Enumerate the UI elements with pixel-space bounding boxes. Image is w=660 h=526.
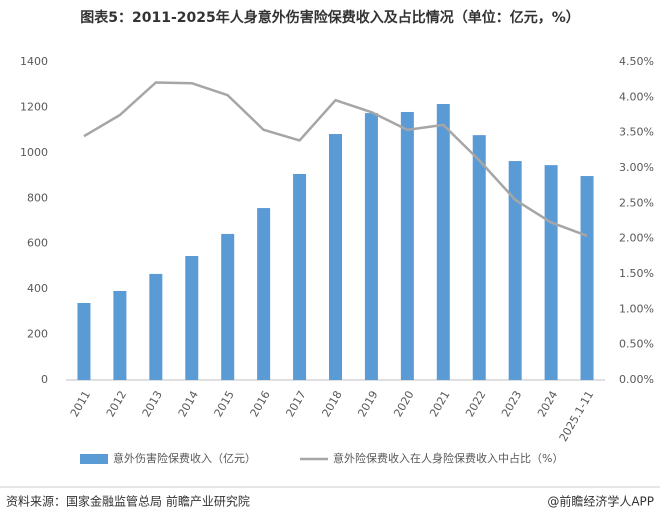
bar bbox=[400, 111, 414, 380]
y2-tick-label: 1.00% bbox=[619, 302, 654, 315]
bar bbox=[544, 165, 558, 380]
y2-tick-label: 3.50% bbox=[619, 126, 654, 139]
y-tick-label: 400 bbox=[27, 282, 48, 295]
y2-tick-label: 4.50% bbox=[619, 55, 654, 68]
y-tick-label: 1200 bbox=[20, 100, 48, 113]
bar bbox=[508, 161, 522, 380]
bar bbox=[149, 273, 163, 380]
bar bbox=[221, 233, 235, 380]
y2-tick-label: 1.50% bbox=[619, 267, 654, 280]
x-tick-label: 2019 bbox=[355, 389, 380, 420]
x-tick-label: 2025.1-11 bbox=[557, 389, 596, 444]
legend-swatch bbox=[80, 454, 108, 464]
x-tick-label: 2021 bbox=[427, 389, 452, 420]
y2-tick-label: 3.00% bbox=[619, 161, 654, 174]
source: 资料来源：国家金融监管总局 前瞻产业研究院 bbox=[6, 494, 250, 509]
chart-title: 图表5：2011-2025年人身意外伤害险保费收入及占比情况（单位：亿元，%） bbox=[80, 9, 580, 26]
y-tick-label: 600 bbox=[27, 237, 48, 250]
bar bbox=[77, 302, 91, 380]
bar bbox=[580, 176, 594, 380]
x-tick-label: 2012 bbox=[104, 389, 129, 420]
y-tick-label: 1400 bbox=[20, 55, 48, 68]
bar bbox=[257, 208, 271, 380]
x-tick-label: 2013 bbox=[140, 389, 165, 420]
y2-tick-label: 4.00% bbox=[619, 90, 654, 103]
y-tick-label: 200 bbox=[27, 328, 48, 341]
legend-label: 意外险保费收入在人身险保费收入中占比（%） bbox=[333, 451, 563, 465]
y2-tick-label: 2.50% bbox=[619, 196, 654, 209]
y-tick-label: 0 bbox=[41, 373, 48, 386]
bar bbox=[185, 255, 199, 380]
credit: @前瞻经济学人APP bbox=[547, 494, 654, 509]
bar bbox=[436, 104, 450, 381]
x-tick-label: 2011 bbox=[68, 389, 93, 420]
x-tick-label: 2016 bbox=[248, 389, 273, 420]
bar bbox=[364, 113, 378, 380]
legend-label: 意外伤害险保费收入（亿元） bbox=[113, 451, 256, 465]
x-tick-label: 2017 bbox=[284, 389, 309, 420]
x-tick-label: 2024 bbox=[535, 389, 560, 420]
bar bbox=[329, 134, 342, 380]
x-tick-label: 2022 bbox=[463, 389, 488, 420]
bar bbox=[113, 290, 127, 380]
line bbox=[83, 81, 588, 238]
x-tick-label: 2020 bbox=[391, 389, 416, 420]
y-tick-label: 800 bbox=[27, 191, 48, 204]
x-tick-label: 2023 bbox=[499, 389, 524, 420]
x-tick-label: 2018 bbox=[319, 389, 344, 420]
y2-tick-label: 0.00% bbox=[619, 373, 654, 386]
x-tick-label: 2014 bbox=[176, 389, 201, 420]
bar bbox=[293, 173, 307, 380]
y2-tick-label: 0.50% bbox=[619, 338, 654, 351]
x-tick-label: 2015 bbox=[212, 389, 237, 420]
y2-tick-label: 2.00% bbox=[619, 232, 654, 245]
y-tick-label: 1000 bbox=[20, 146, 48, 159]
bar bbox=[472, 135, 486, 380]
